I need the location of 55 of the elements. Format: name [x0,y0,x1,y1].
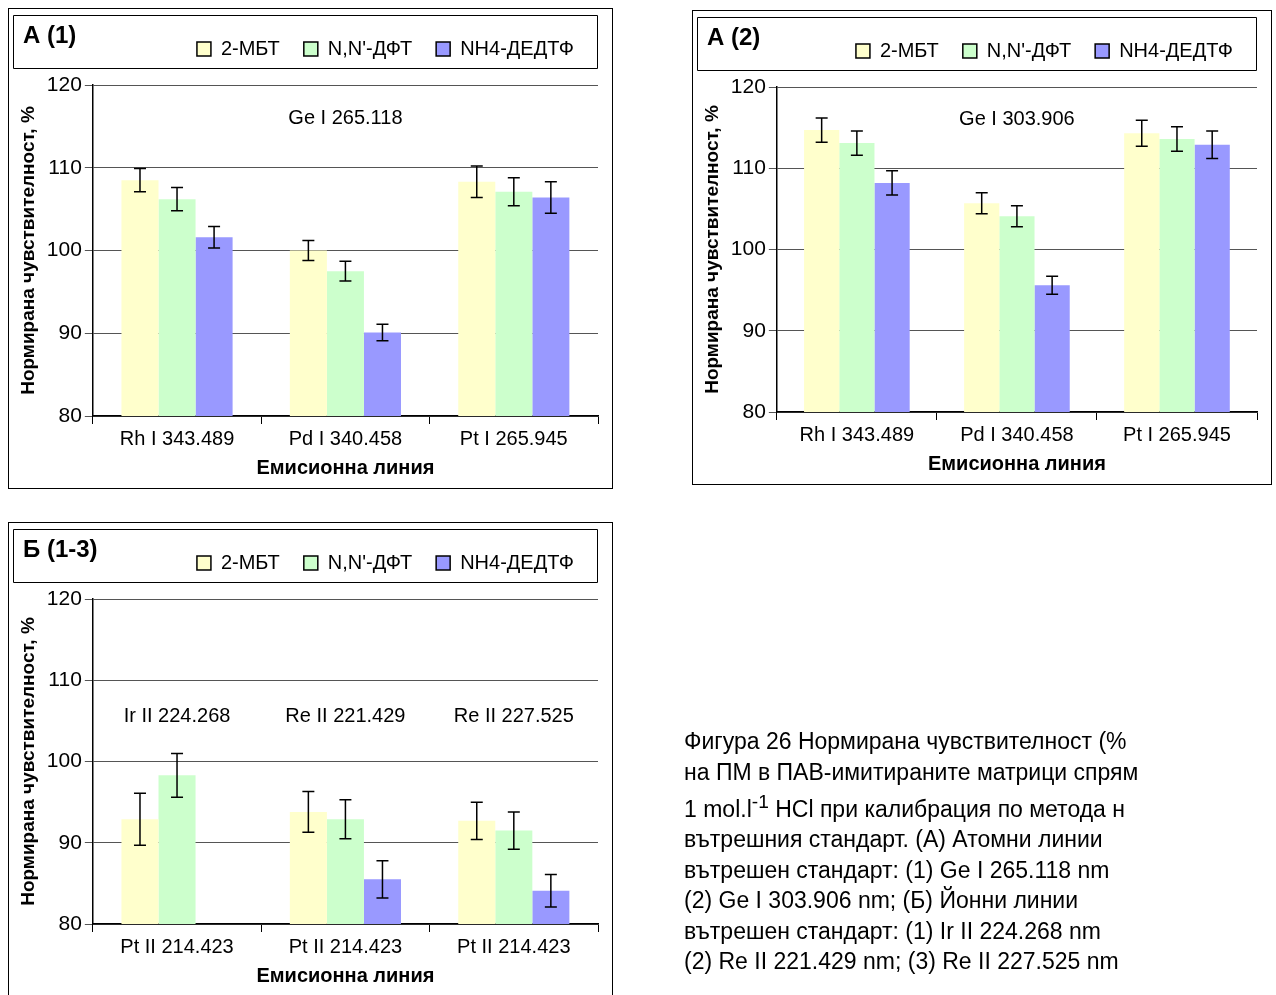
text: Фигура 26 Нормирана чувствителност (% [684,727,1128,756]
chart-title: А (2) [707,23,761,51]
y-axis-title: Нормирана чувствителност, % [700,105,722,394]
legend-label: 2-МБТ [879,38,939,61]
legend-label: NH4-ДЕДТФ [1119,38,1233,61]
x-axis-title: Емисионна линия [256,963,435,986]
y-tick-label: 110 [732,155,766,179]
text: вътрешния стандарт. (А) Атомни линии [684,825,1104,855]
x-axis-title: Емисионна линия [927,451,1106,474]
legend-label: N,N'-ДФТ [327,36,413,59]
y-axis-title: Нормирана чувствителност, % [16,617,38,906]
y-tick-label: 90 [58,320,82,344]
x-tick-label: Pt I 265.945 [1123,422,1231,445]
x-tick-label: Pd I 340.458 [288,426,403,449]
legend-label: 2-МБТ [220,550,280,573]
legend-label: NH4-ДЕДТФ [460,550,574,573]
y-tick-label: 120 [46,71,82,95]
x-tick-label: Pt II 214.423 [457,934,571,957]
text: (2) Re II 221.429 nm; (3) Re II 227.525 nm [684,947,1120,977]
y-tick-label: 110 [48,667,82,691]
text: 1 mol.l$^{-1}$ HCl при калибрация по метода н [684,790,1126,824]
y-tick-label: 80 [58,402,82,426]
text: вътрешен стандарт: (1) Ge I 265.118 nm [684,855,1111,885]
x-tick-label: Pt II 214.423 [288,934,403,957]
x-tick-label: Pt I 265.945 [459,426,568,449]
legend-label: 2-МБТ [220,36,280,59]
text: вътрешен стандарт: (1) Ir II 224.268 nm [684,916,1102,946]
y-tick-label: 120 [46,585,82,609]
y-tick-label: 110 [48,154,82,178]
annotation: Ge I 303.906 [959,107,1075,130]
legend-label: N,N'-ДФТ [327,550,413,573]
y-tick-label: 90 [742,317,766,341]
x-tick-label: Rh I 343.489 [119,426,235,449]
chart-title: А (1) [23,21,77,49]
annotation: Re II 227.525 [453,703,574,726]
annotation: Ir II 224.268 [123,703,231,726]
text: на ПМ в ПАВ-имитираните матрици спрям [684,757,1140,787]
x-axis-title: Емисионна линия [256,455,435,478]
y-axis-title: Нормирана чувствителност, % [16,106,38,395]
y-tick-label: 80 [58,910,82,934]
chart-title: Б (1-3) [23,535,98,563]
x-tick-label: Pd I 340.458 [960,422,1074,445]
y-tick-label: 90 [58,829,82,853]
annotation: Ge I 265.118 [288,105,403,128]
y-tick-label: 80 [742,398,766,422]
legend-label: NH4-ДЕДТФ [460,36,574,59]
legend-label: N,N'-ДФТ [986,38,1072,61]
y-tick-label: 100 [730,236,766,260]
x-tick-label: Pt II 214.423 [120,934,234,957]
annotation: Re II 221.429 [285,703,406,726]
x-tick-label: Rh I 343.489 [799,422,915,445]
text: (2) Ge I 303.906 nm; (Б) Йонни линии [684,885,1080,916]
y-tick-label: 120 [730,73,766,97]
y-tick-label: 100 [46,237,82,261]
y-tick-label: 100 [46,748,82,772]
